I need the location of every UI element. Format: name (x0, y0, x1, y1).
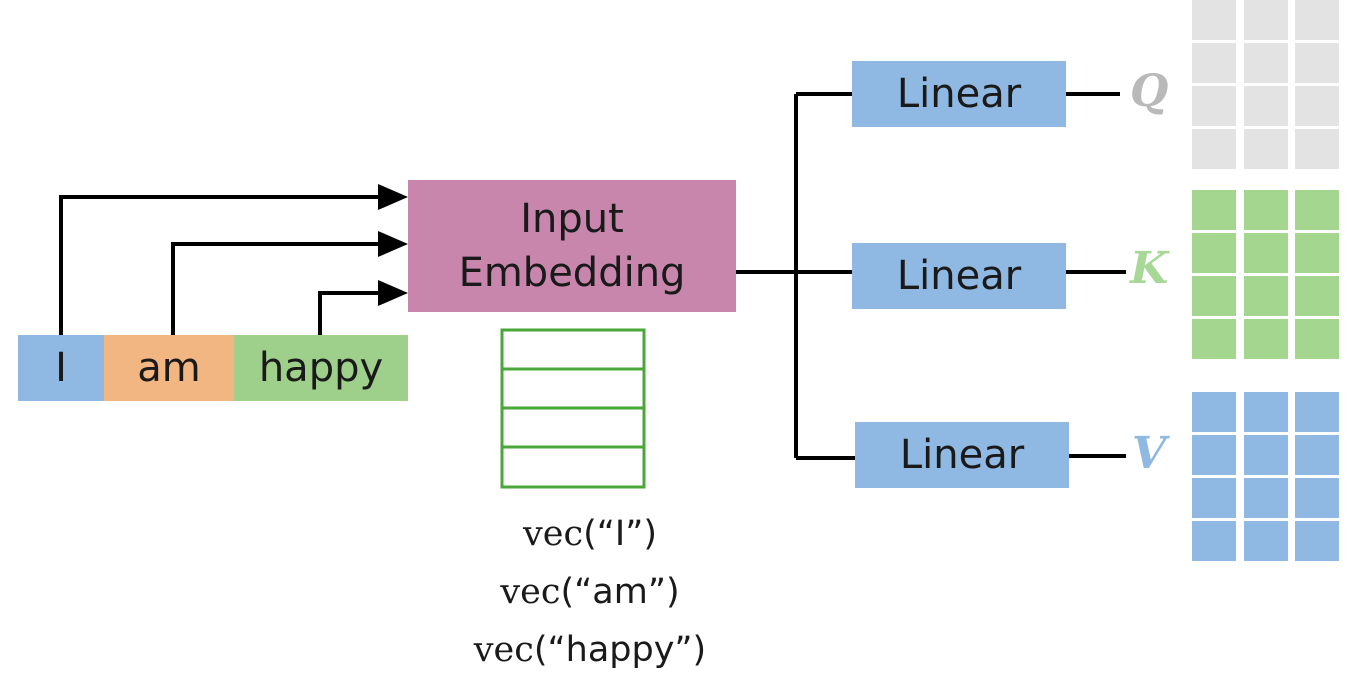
vec-fn: vec (473, 630, 534, 670)
matrix-cell (1295, 190, 1339, 230)
vector-cell (500, 406, 646, 449)
matrix-cell (1244, 43, 1288, 83)
matrix-cell (1192, 521, 1236, 561)
token-happy: happy (234, 335, 408, 401)
matrix-cell (1295, 521, 1339, 561)
arrow-i (59, 195, 380, 335)
matrix-cell (1244, 319, 1288, 359)
matrix-cell (1192, 233, 1236, 273)
matrix-cell (1192, 478, 1236, 518)
input-embedding-block: Input Embedding (408, 180, 736, 312)
embedding-label-line2: Embedding (458, 250, 686, 296)
matrix-cell (1295, 129, 1339, 169)
vector-cell (500, 328, 646, 371)
token-arrows (59, 184, 408, 335)
matrix-cell (1192, 276, 1236, 316)
vector-cell (500, 367, 646, 410)
matrix-cell (1295, 233, 1339, 273)
matrix-cell (1295, 319, 1339, 359)
output-lines (1066, 92, 1126, 458)
vec-label-am: vec(“am”) (440, 563, 740, 621)
token-i: I (18, 335, 104, 401)
arrow-i-head (378, 184, 408, 210)
matrix-cell (1295, 276, 1339, 316)
vec-arg-happy: (“happy”) (533, 630, 707, 670)
matrix-cell (1192, 43, 1236, 83)
matrix-cell (1295, 43, 1339, 83)
arrow-happy-head (378, 280, 408, 306)
matrix-cell (1192, 392, 1236, 432)
matrix-cell (1192, 319, 1236, 359)
q-matrix (1192, 0, 1339, 169)
matrix-cell (1244, 435, 1288, 475)
linear-block-v: Linear (855, 422, 1069, 488)
matrix-cell (1295, 392, 1339, 432)
k-matrix (1192, 190, 1339, 359)
arrow-happy (318, 291, 380, 335)
matrix-cell (1192, 86, 1236, 126)
matrix-cell (1192, 190, 1236, 230)
matrix-cell (1244, 0, 1288, 40)
linear-block-k: Linear (852, 243, 1066, 309)
matrix-cell (1244, 276, 1288, 316)
vector-cell (500, 445, 646, 489)
vec-arg-i: (“I”) (583, 514, 657, 554)
vec-label-i: vec(“I”) (440, 505, 740, 563)
output-label-q: Q (1130, 66, 1169, 117)
vec-fn: vec (523, 514, 584, 554)
matrix-cell (1244, 392, 1288, 432)
matrix-cell (1244, 521, 1288, 561)
token-am: am (104, 335, 234, 401)
arrow-am-head (378, 231, 408, 257)
matrix-cell (1295, 478, 1339, 518)
matrix-cell (1244, 86, 1288, 126)
matrix-cell (1244, 129, 1288, 169)
matrix-cell (1244, 190, 1288, 230)
branch-connectors (736, 92, 855, 460)
matrix-cell (1295, 435, 1339, 475)
arrow-am (171, 242, 380, 335)
matrix-cell (1295, 86, 1339, 126)
linear-block-q: Linear (852, 61, 1066, 127)
matrix-cell (1192, 0, 1236, 40)
matrix-cell (1244, 233, 1288, 273)
output-label-v: V (1132, 428, 1167, 479)
vector-labels: vec(“I”) vec(“am”) vec(“happy”) (440, 505, 740, 679)
embedding-vector (500, 328, 646, 489)
vec-fn: vec (500, 572, 561, 612)
matrix-cell (1295, 0, 1339, 40)
v-matrix (1192, 392, 1339, 561)
embedding-label-line1: Input (520, 196, 624, 242)
matrix-cell (1192, 129, 1236, 169)
matrix-cell (1244, 478, 1288, 518)
vec-label-happy: vec(“happy”) (440, 621, 740, 679)
output-label-k: K (1130, 243, 1169, 294)
matrix-cell (1192, 435, 1236, 475)
vec-arg-am: (“am”) (560, 572, 680, 612)
